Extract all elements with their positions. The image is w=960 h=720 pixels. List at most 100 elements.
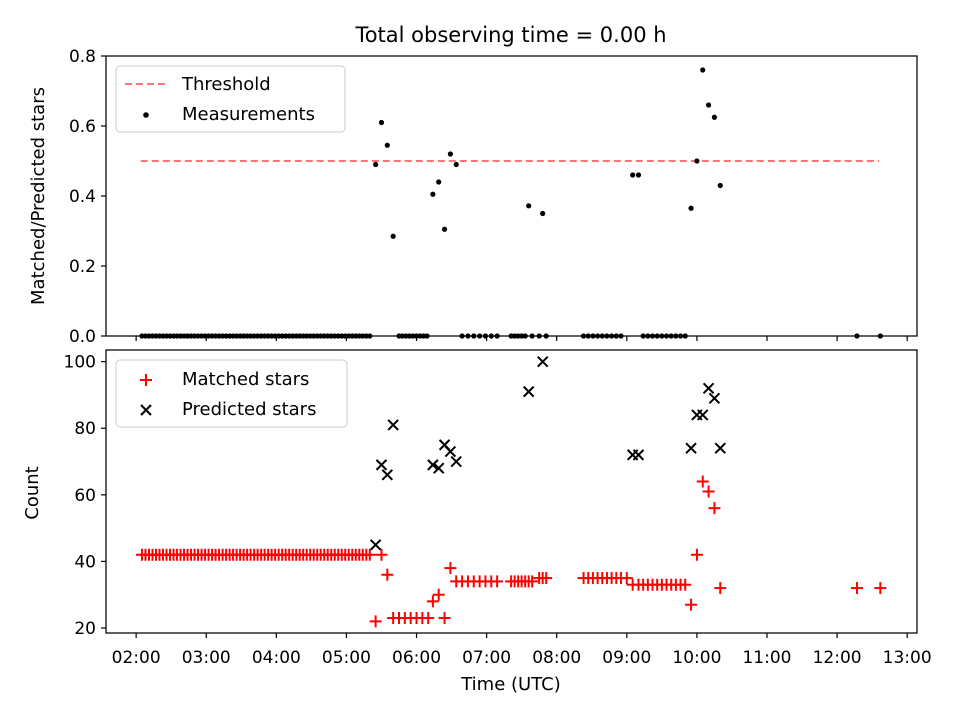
predicted-stars-point — [702, 382, 715, 394]
bottom-y-tick-label: 40 — [74, 552, 96, 572]
predicted-stars-point — [381, 469, 394, 481]
predicted-stars-point — [632, 449, 645, 461]
matched-stars-point — [708, 502, 721, 515]
x-tick-label: 12:00 — [813, 648, 862, 668]
bottom-y-axis: 20 40 60 80 100 — [64, 353, 106, 639]
measurement-point — [543, 333, 549, 339]
top-y-axis-label: Matched/Predicted stars — [28, 87, 49, 305]
matched-stars-point — [375, 548, 388, 561]
bottom-y-axis-label: Count — [22, 466, 43, 519]
measurement-point — [436, 179, 442, 185]
bottom-x-axis: 02:00 03:00 04:00 05:00 06:00 07:00 08:00 09:00… — [112, 633, 932, 668]
matched-stars-point — [426, 595, 439, 608]
measurement-point — [635, 172, 642, 178]
measurement-point — [453, 161, 459, 168]
bottom-plot-frame — [105, 349, 918, 634]
measurement-point — [471, 333, 477, 339]
measurement-point — [585, 333, 591, 339]
measurement-point — [384, 142, 390, 148]
measurement-point — [590, 333, 596, 339]
measurement-point — [700, 67, 706, 73]
predicted-stars-point — [369, 539, 382, 551]
x-tick-label: 10:00 — [672, 648, 721, 668]
bottom-y-tick-label: 20 — [74, 619, 96, 639]
measurement-point — [447, 151, 454, 157]
matched-stars-point — [679, 578, 692, 591]
bottom-legend-box — [115, 359, 348, 428]
matched-stars-point — [874, 582, 887, 595]
top-y-tick-label: 0.4 — [69, 187, 96, 207]
measurement-point — [659, 333, 665, 339]
matched-stars-point — [381, 568, 394, 581]
x-tick-label: 09:00 — [602, 648, 651, 668]
top-plot-marks — [139, 67, 883, 339]
predicted-stars-point — [685, 442, 697, 454]
predicted-stars-point — [708, 392, 721, 404]
measurements-legend-label: Measurements — [182, 104, 315, 125]
predicted-legend-label: Predicted stars — [182, 399, 316, 420]
measurement-point — [645, 333, 651, 339]
measurement-point — [604, 333, 610, 339]
measurement-point — [694, 158, 700, 164]
bottom-plot-marks — [135, 355, 887, 628]
predicted-legend-swatch — [140, 404, 152, 416]
x-tick-label: 03:00 — [182, 648, 231, 668]
measurement-point — [526, 203, 532, 209]
measurement-point — [459, 333, 465, 339]
x-tick-label: 11:00 — [742, 648, 791, 668]
predicted-stars-point — [697, 409, 709, 421]
matched-stars-point — [363, 548, 376, 561]
measurement-point — [688, 205, 694, 211]
measurement-point — [618, 333, 624, 339]
measurement-point — [580, 333, 587, 339]
top-panel: 0.00.20.40.60.8 Matched/Predicted stars … — [28, 47, 918, 347]
measurement-point — [663, 333, 670, 339]
matched-stars-point — [702, 485, 715, 498]
x-axis-label: Time (UTC) — [460, 674, 561, 695]
matched-stars-point — [422, 612, 435, 625]
measurement-point — [854, 333, 860, 339]
measurement-point — [877, 333, 883, 339]
x-tick-label: 04:00 — [252, 648, 301, 668]
predicted-stars-point — [387, 419, 399, 431]
x-tick-label: 06:00 — [392, 648, 441, 668]
top-legend-box — [115, 65, 346, 133]
measurement-point — [367, 333, 373, 339]
measurement-point — [488, 333, 494, 339]
matched-legend-swatch — [140, 374, 152, 386]
top-y-tick-label: 0.6 — [69, 117, 96, 137]
matched-stars-point — [714, 582, 727, 595]
x-tick-label: 08:00 — [532, 648, 581, 668]
matched-stars-point — [690, 548, 703, 561]
chart-title: Total observing time = 0.00 h — [354, 23, 666, 47]
matched-stars-point — [696, 475, 709, 488]
predicted-stars-point — [536, 355, 549, 368]
matched-stars-point — [438, 612, 451, 625]
measurement-point — [477, 333, 483, 339]
measurements-legend-swatch — [143, 112, 149, 118]
predicted-stars-point — [427, 459, 439, 471]
top-x-axis — [135, 336, 908, 341]
measurement-point — [482, 333, 489, 339]
top-legend: Threshold Measurements — [115, 65, 346, 133]
measurement-point — [682, 333, 688, 339]
measurement-point — [540, 210, 546, 217]
bottom-legend: Matched stars Predicted stars — [115, 359, 348, 428]
measurement-point — [677, 333, 684, 339]
predicted-stars-point — [433, 462, 445, 474]
x-tick-label: 13:00 — [883, 648, 932, 668]
bottom-y-tick-label: 80 — [74, 419, 96, 439]
threshold-legend-label: Threshold — [181, 74, 271, 95]
top-y-tick-label: 0.0 — [69, 327, 96, 347]
predicted-stars-point — [714, 442, 726, 454]
matched-stars-point — [850, 582, 863, 595]
predicted-stars-point — [450, 455, 462, 468]
matched-stars-point — [491, 575, 504, 588]
measurement-point — [465, 333, 471, 339]
measurement-point — [613, 333, 619, 339]
measurement-point — [536, 333, 542, 339]
matched-stars-point — [444, 562, 457, 575]
measurement-point — [640, 333, 646, 339]
bottom-y-tick-label: 60 — [74, 486, 96, 506]
